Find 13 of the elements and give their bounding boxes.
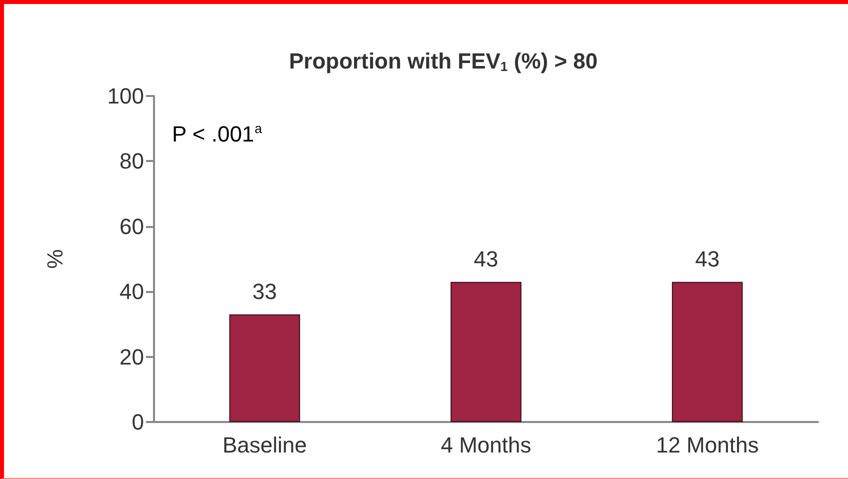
y-tick-label: 60 <box>120 214 144 239</box>
y-tick-label: 20 <box>120 344 144 370</box>
x-tick-label: 4 Months <box>440 432 532 458</box>
data-label: 43 <box>474 246 498 272</box>
y-tick-label: 0 <box>132 410 144 434</box>
y-tick-label: 80 <box>120 148 144 174</box>
data-label: 43 <box>695 246 720 272</box>
data-label: 33 <box>252 278 277 304</box>
x-tick-label: 12 Months <box>656 432 759 458</box>
y-tick-label: 40 <box>120 279 144 304</box>
y-axis-title: % <box>42 249 68 269</box>
x-tick-label: Baseline <box>222 432 307 458</box>
y-tick-label: 100 <box>107 84 144 108</box>
